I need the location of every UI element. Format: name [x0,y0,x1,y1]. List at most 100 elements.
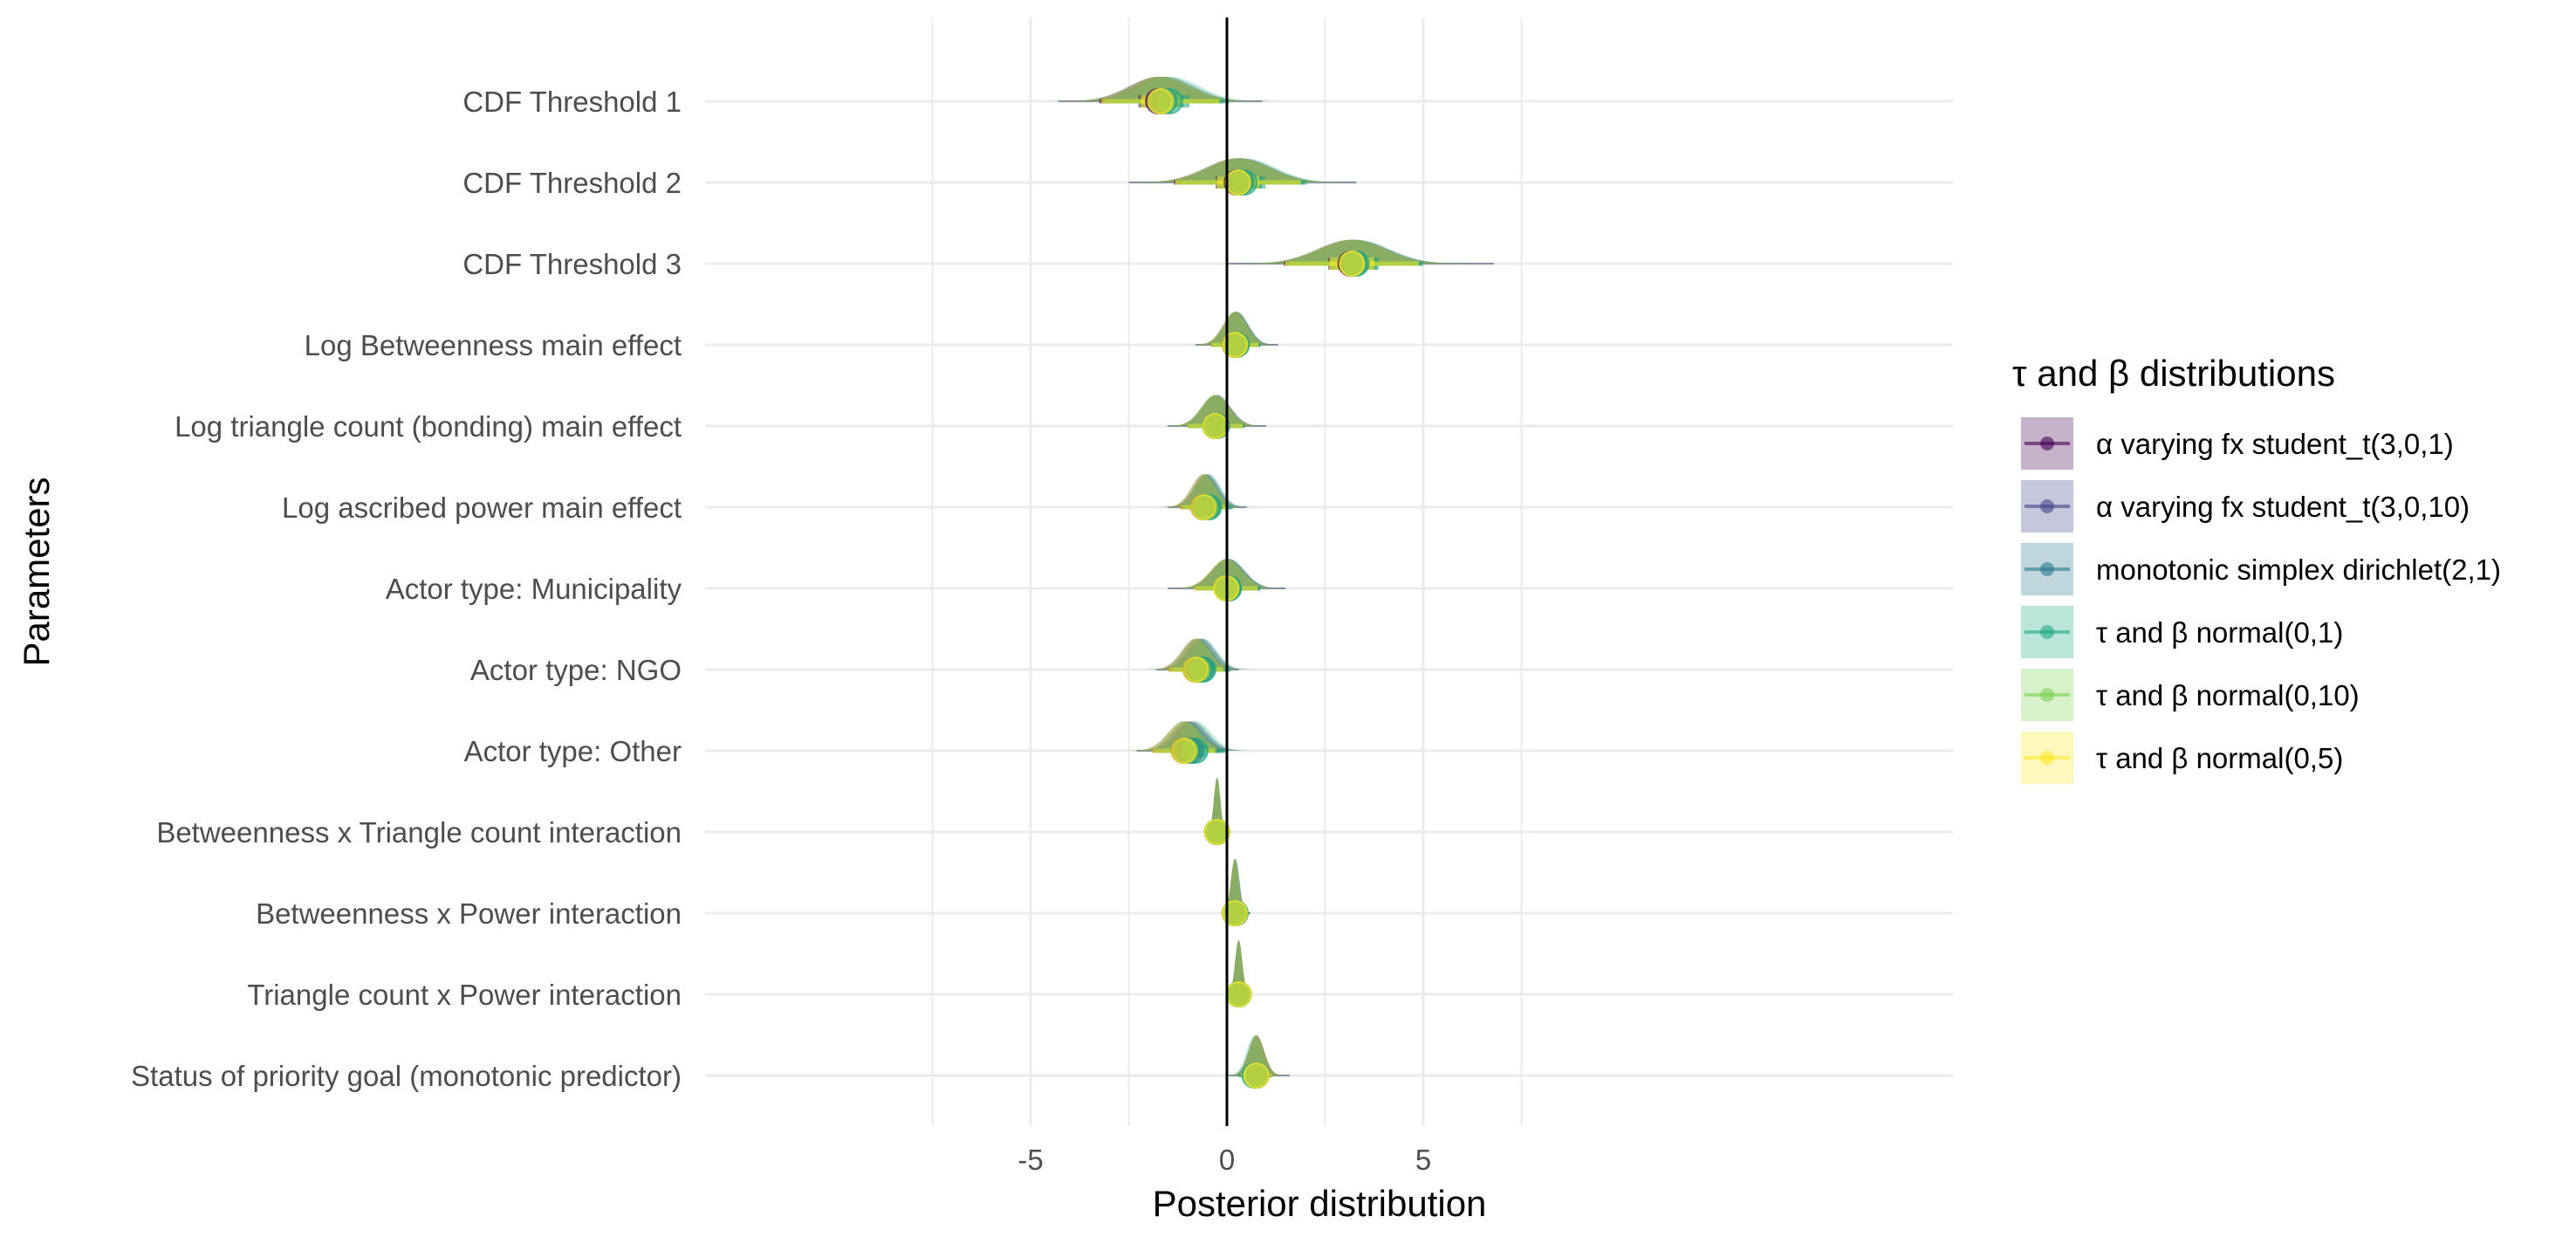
density-ridge [1189,312,1285,345]
y-tick-label: Actor type: Municipality [386,573,682,605]
density-ridge [1128,721,1255,751]
density-ridge [1120,721,1247,751]
density-ridge [1219,859,1251,913]
density-ridge [1204,778,1230,832]
density-ridge [1142,638,1253,670]
density-ridge [1161,395,1271,426]
density-ridge [1133,721,1258,751]
density-ridge [1188,312,1282,345]
y-tick-label: Betweenness x Power interaction [256,897,682,930]
density-ridge [1158,474,1253,507]
legend-item: monotonic simplex dirichlet(2,1) [2021,543,2501,595]
density-ridge [1141,638,1250,670]
density-ridge [1204,778,1230,832]
density-ridge [1161,395,1272,426]
legend-key-point [2040,562,2054,576]
density-ridge [1224,940,1253,994]
density-ridge [1161,474,1257,507]
point-estimate [1243,1062,1270,1089]
density-ridge [1224,1035,1288,1076]
density-ridge [1120,721,1247,751]
density-ridge [1146,638,1257,670]
density-ridge [1142,638,1253,670]
legend-label: τ and β normal(0,10) [2096,679,2360,711]
density-ridge [1160,474,1255,507]
density-ridge [1166,559,1292,588]
density-ridge [1224,940,1253,994]
point-estimate [1224,169,1251,196]
y-tick-label: CDF Threshold 1 [462,86,682,118]
density-ridge [1219,859,1250,913]
y-tick-label: CDF Threshold 3 [462,248,682,280]
legend-items: α varying fx student_t(3,0,1) α varying f… [2021,417,2501,784]
density-ridge [1224,1035,1288,1076]
point-estimate [1190,494,1216,520]
y-tick-label: Log Betweenness main effect [305,329,682,361]
point-estimate [1222,900,1248,926]
y-tick-labels: CDF Threshold 1 CDF Threshold 2 CDF Thresh… [131,86,682,1092]
legend-item: τ and β normal(0,5) [2021,732,2343,784]
density-ridge [1204,778,1230,832]
y-axis-title: Parameters [16,477,57,666]
x-tick-labels: -5 0 5 [1017,1144,1431,1176]
density-ridge [1141,638,1250,670]
density-ridge [1156,474,1250,507]
x-tick-label: 5 [1415,1144,1431,1176]
density-ridge [1219,859,1250,913]
density-ridge [1219,859,1250,913]
density-ridge [1204,778,1230,832]
point-estimate [1170,738,1197,764]
legend-key-point [2040,499,2054,513]
y-tick-label: Triangle count x Power interaction [247,979,682,1011]
y-tick-label: Log triangle count (bonding) main effect [175,410,682,443]
density-ridge [1204,778,1230,832]
density-ridge [1188,312,1283,345]
legend-key-point [2040,688,2054,702]
legend-item: τ and β normal(0,10) [2021,669,2360,721]
point-estimate [1222,332,1248,358]
density-ridge [1188,312,1283,345]
density-ridge [1158,474,1253,507]
legend: τ and β distributions α varying fx stude… [2012,353,2501,784]
density-ridge [1160,395,1271,426]
point-estimate [1182,656,1209,683]
legend-label: monotonic simplex dirichlet(2,1) [2096,553,2501,586]
density-ridge [1224,940,1253,994]
density-ridge [1122,721,1249,751]
density-ridge [1160,395,1271,426]
density-ridge [1125,721,1250,751]
density-ridge [1188,312,1282,345]
legend-item: α varying fx student_t(3,0,1) [2021,417,2454,470]
y-tick-label: Status of priority goal (monotonic predi… [131,1060,682,1092]
density-ridge [1148,638,1258,670]
legend-key-point [2040,625,2054,639]
y-tick-label: Betweenness x Triangle count interaction [156,816,682,849]
density-ridge [1224,1035,1288,1076]
density-ridge [1224,940,1253,994]
x-tick-label: -5 [1017,1144,1043,1176]
density-ridge [1204,778,1230,832]
point-estimate [1203,819,1230,845]
density-ridge [1160,395,1271,426]
density-ridge [1161,395,1271,426]
density-ridge [1224,1035,1288,1076]
legend-key-point [2040,436,2054,450]
density-ridge [1224,940,1253,994]
legend-label: α varying fx student_t(3,0,10) [2096,491,2470,523]
point-estimate [1225,981,1252,1007]
y-tick-label: Actor type: NGO [470,654,682,686]
legend-item: α varying fx student_t(3,0,10) [2021,480,2470,533]
legend-item: τ and β normal(0,1) [2021,606,2343,658]
y-tick-label: CDF Threshold 2 [462,167,682,199]
point-estimate [1147,88,1174,114]
x-tick-label: 0 [1219,1144,1235,1176]
density-ridge [1223,1035,1286,1076]
point-estimate [1202,413,1229,439]
density-ridge [1224,940,1253,994]
legend-label: τ and β normal(0,1) [2096,616,2343,649]
density-ridge [1189,312,1285,345]
credible-intervals [1099,88,1423,1089]
legend-label: τ and β normal(0,5) [2096,742,2343,774]
